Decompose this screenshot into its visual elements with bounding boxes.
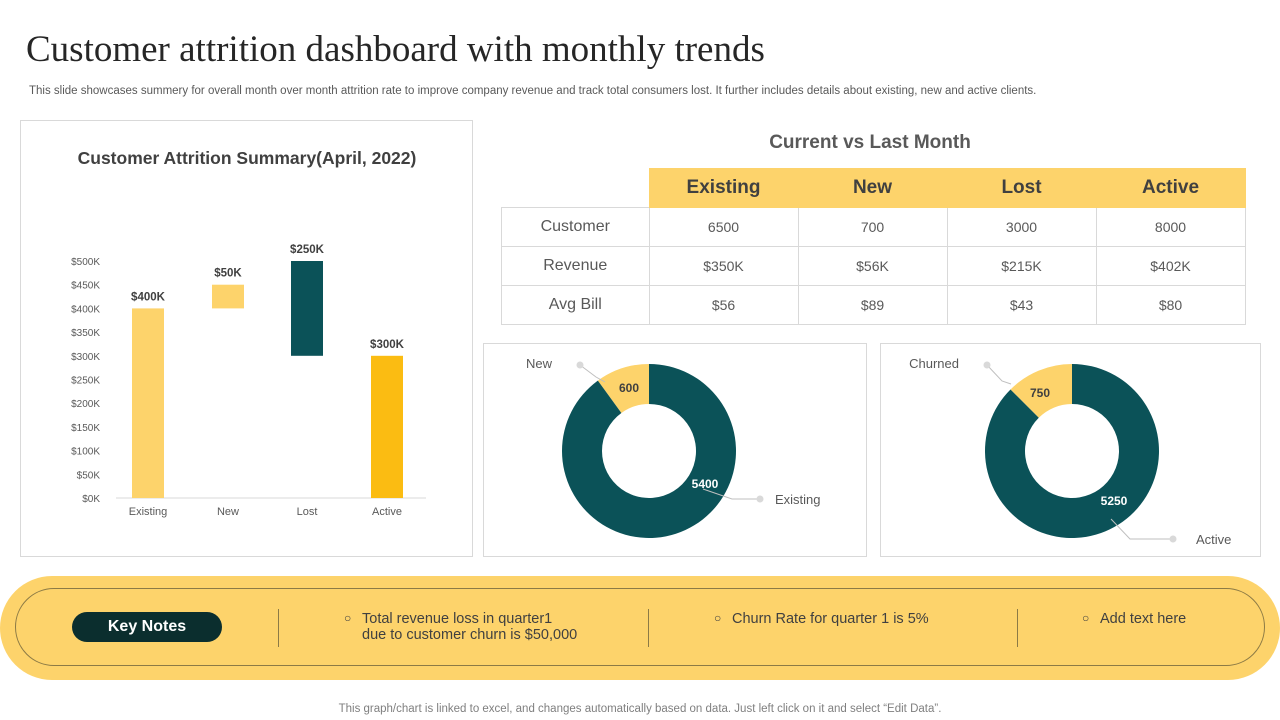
slice-churned [1010, 364, 1072, 418]
data-label: 750 [1030, 386, 1050, 400]
category-label: Existing [775, 492, 821, 507]
key-note-2: ○ Churn Rate for quarter 1 is 5% [714, 611, 929, 627]
note-text: Total revenue loss in quarter1 [362, 611, 553, 627]
col-header-lost: Lost [946, 168, 1097, 208]
data-label: 5400 [692, 477, 719, 491]
category-label: New [526, 356, 553, 371]
data-label: $250K [290, 244, 325, 256]
category-label: Active [1196, 532, 1231, 547]
page-title: Customer attrition dashboard with monthl… [26, 29, 765, 70]
table-cell: $56K [797, 246, 948, 286]
row-header: Revenue [501, 246, 650, 286]
leader-line [579, 364, 606, 383]
leader-line [1110, 518, 1170, 540]
bar-lost [291, 261, 323, 356]
note-text: Add text here [1100, 611, 1187, 627]
footer-note: This graph/chart is linked to excel, and… [338, 703, 942, 715]
new-vs-existing-panel[interactable]: 600 5400 New Existing [483, 343, 867, 557]
y-tick-label: $350K [71, 328, 100, 339]
attrition-waterfall-chart[interactable]: Customer Attrition Summary(April, 2022) $… [21, 121, 474, 558]
slice-active [985, 364, 1159, 538]
table-row: Revenue $350K $56K $215K $402K [501, 246, 1246, 286]
table-cell: $80 [1095, 285, 1246, 325]
table-row: Customer 6500 700 3000 8000 [501, 207, 1246, 247]
note-text: Churn Rate for quarter 1 is 5% [732, 611, 929, 627]
page-subtitle: This slide showcases summery for overall… [29, 85, 1037, 97]
leader-dot [756, 495, 764, 503]
table-cell: $350K [648, 246, 799, 286]
table-cell: $215K [946, 246, 1097, 286]
table-cell: 6500 [648, 207, 799, 247]
key-note-3: ○ Add text here [1082, 611, 1187, 627]
divider [648, 609, 649, 647]
y-tick-label: $50K [77, 470, 101, 481]
y-tick-label: $250K [71, 376, 100, 387]
slice-existing [562, 364, 736, 538]
table-cell: 8000 [1095, 207, 1246, 247]
x-tick-label: Existing [129, 506, 168, 518]
key-notes-band: Key Notes ○ Total revenue loss in quarte… [0, 576, 1280, 680]
key-note-1: ○ Total revenue loss in quarter1 due to … [344, 611, 578, 643]
table-cell: 3000 [946, 207, 1097, 247]
row-header: Customer [501, 207, 650, 247]
table-cell: $56 [648, 285, 799, 325]
divider [278, 609, 279, 647]
attrition-summary-panel[interactable]: Customer Attrition Summary(April, 2022) $… [20, 120, 473, 557]
y-tick-label: $450K [71, 281, 100, 292]
data-label: $50K [214, 268, 242, 280]
x-tick-label: Lost [297, 506, 318, 518]
leader-line [702, 488, 757, 500]
y-tick-label: $100K [71, 447, 100, 458]
leader-dot [983, 361, 991, 369]
y-tick-label: $300K [71, 352, 100, 363]
table-corner [501, 168, 649, 208]
category-label: Churned [909, 356, 959, 371]
key-notes-frame: Key Notes ○ Total revenue loss in quarte… [15, 588, 1265, 666]
y-tick-label: $150K [71, 423, 100, 434]
y-tick-label: $200K [71, 399, 100, 410]
bar-active [371, 355, 403, 498]
data-label: $300K [370, 339, 405, 351]
chart-title: Customer Attrition Summary(April, 2022) [78, 148, 417, 168]
table-cell: 700 [797, 207, 948, 247]
data-label: 5250 [1101, 494, 1128, 508]
row-header: Avg Bill [501, 285, 650, 325]
key-notes-button[interactable]: Key Notes [72, 612, 222, 642]
churned-vs-active-panel[interactable]: 750 5250 Churned Active [880, 343, 1261, 557]
bullet-icon: ○ [344, 611, 352, 625]
comparison-table: Existing New Lost Active Customer 6500 7… [501, 168, 1246, 325]
table-cell: $43 [946, 285, 1097, 325]
new-existing-donut-chart[interactable]: 600 5400 New Existing [484, 344, 868, 558]
note-text: due to customer churn is $50,000 [362, 627, 578, 643]
leader-dot [576, 361, 584, 369]
col-header-existing: Existing [648, 168, 799, 208]
leader-line [986, 364, 1012, 385]
col-header-new: New [797, 168, 948, 208]
data-label: $400K [131, 291, 166, 303]
y-tick-label: $0K [82, 494, 100, 505]
col-header-active: Active [1095, 168, 1246, 208]
table-cell: $89 [797, 285, 948, 325]
table-row: Avg Bill $56 $89 $43 $80 [501, 285, 1246, 325]
table-cell: $402K [1095, 246, 1246, 286]
slice-new [597, 364, 649, 413]
leader-dot [1169, 535, 1177, 543]
churned-active-donut-chart[interactable]: 750 5250 Churned Active [881, 344, 1262, 558]
bullet-icon: ○ [714, 611, 722, 625]
bullet-icon: ○ [1082, 611, 1090, 625]
data-label: 600 [619, 381, 639, 395]
y-tick-label: $500K [71, 257, 100, 268]
x-tick-label: Active [372, 506, 402, 518]
y-tick-label: $400K [71, 304, 100, 315]
x-tick-label: New [217, 506, 239, 518]
table-title: Current vs Last Month [769, 132, 971, 153]
bar-existing [132, 308, 164, 498]
bar-new [212, 284, 244, 309]
divider [1017, 609, 1018, 647]
